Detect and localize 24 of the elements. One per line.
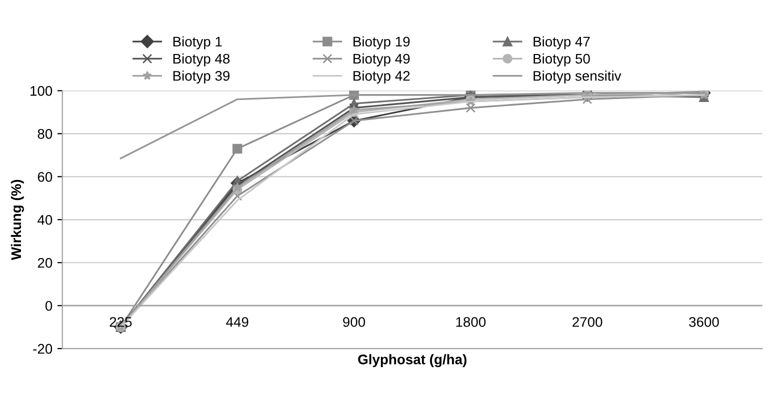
y-tick-label: 100 [30,86,52,96]
legend-label: Biotyp 50 [534,53,590,66]
legend-label: Biotyp sensitiv [534,70,622,84]
y-tick-label: 80 [38,128,52,139]
legend-label: Biotyp 1 [173,36,222,50]
x-tick-label: 449 [226,317,248,327]
y-tick-label: 20 [38,258,52,268]
legend-label: Biotyp 19 [354,36,410,50]
y-tick-label: 40 [38,214,52,225]
y-axis-title: Wirkung (%) [10,180,24,260]
legend-label: Biotyp 49 [354,53,410,66]
x-tick-label: 900 [343,317,366,327]
x-tick-label: 2700 [572,317,602,327]
x-axis-title: Glyphosat (g/ha) [358,354,466,368]
x-tick-label: 3600 [689,317,719,327]
y-tick-label: 0 [45,300,52,311]
legend-label: Biotyp 39 [173,70,230,84]
y-tick-label: -20 [33,344,52,354]
x-tick-label: 225 [110,317,132,327]
y-tick-label: 60 [38,172,52,182]
legend-label: Biotyp 47 [534,36,590,50]
legend-label: Biotyp 42 [354,70,410,84]
legend-label: Biotyp 48 [173,53,230,66]
x-tick-label: 1800 [456,317,486,327]
